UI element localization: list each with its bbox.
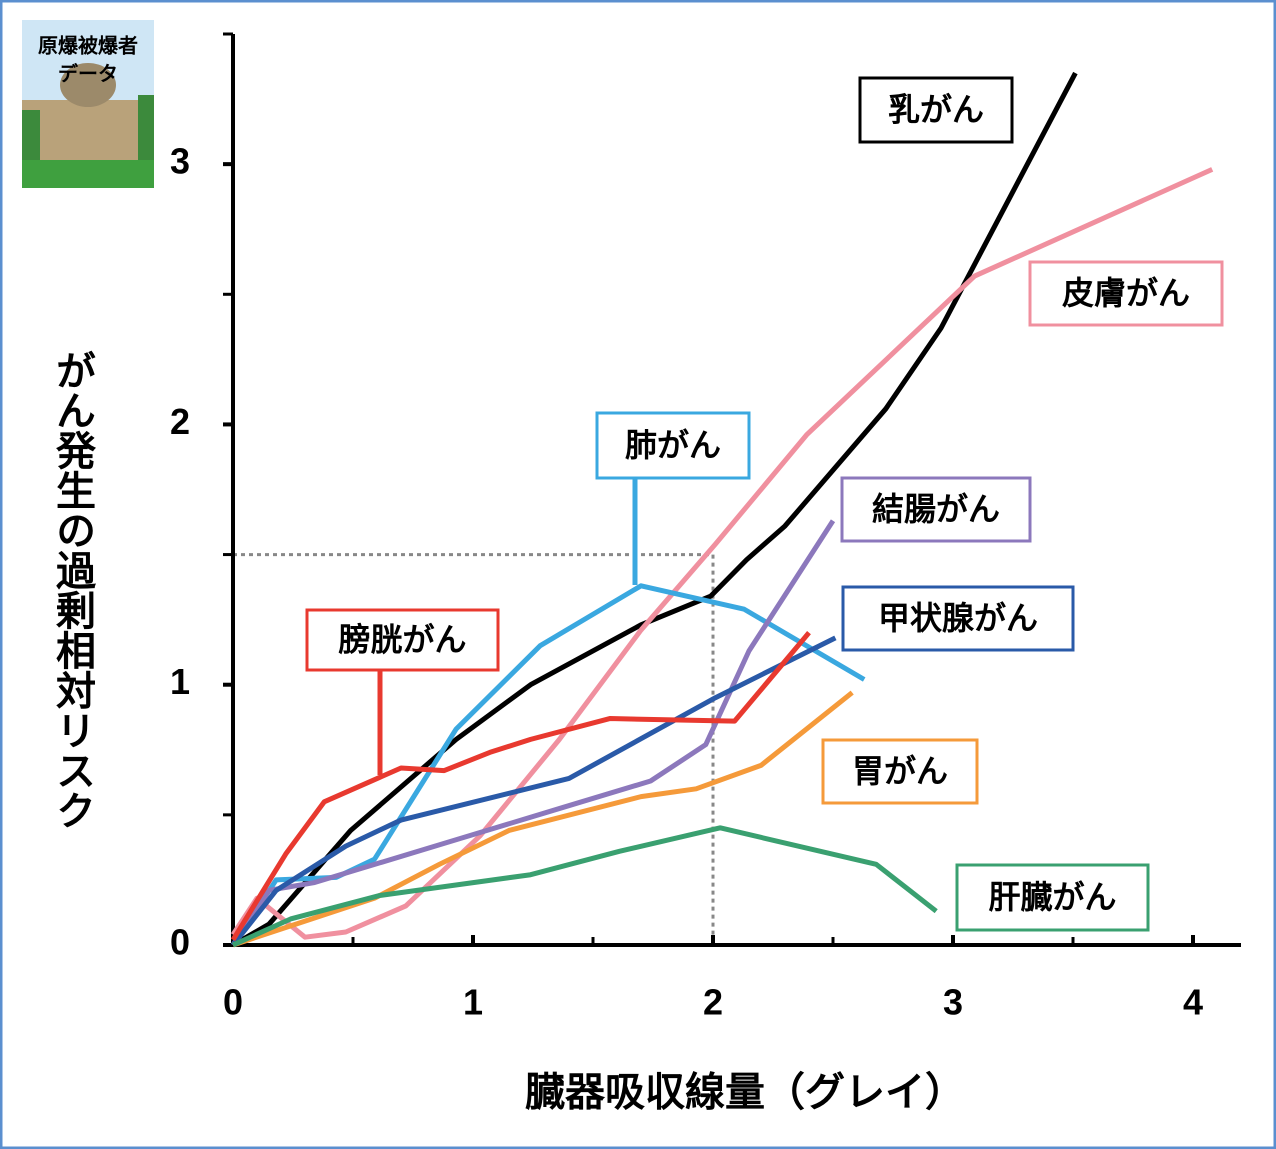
label-box [955,863,1150,932]
series-label: 肝臓がん [988,879,1116,915]
series-label: 膀胱がん [338,621,466,657]
y-tick-label: 1 [170,661,190,702]
x-tick-label: 1 [463,982,483,1023]
badge-grass [22,160,154,188]
x-tick-label: 2 [703,982,723,1023]
series-label: 甲状腺がん [878,600,1038,636]
y-tick-label: 2 [170,401,190,442]
series-line [231,635,837,947]
series-label: 結腸がん [872,491,1000,527]
badge-dome [60,63,116,107]
series-label: 乳がん [888,91,984,127]
series-line [231,71,1078,948]
label-box [841,585,1075,652]
y-tick-label: 3 [170,141,190,182]
badge: 原爆被爆者 データ [22,20,154,188]
series-line [231,825,938,948]
label-box [858,76,1014,144]
label-box [595,411,751,480]
series-line [230,167,1214,940]
badge-tree [138,95,154,170]
x-tick-label: 3 [943,982,963,1023]
label-box [840,476,1032,543]
series-line [230,631,811,942]
badge-text: 原爆被爆者 [38,33,138,57]
x-axis-label: 臓器吸収線量（グレイ） [525,1071,965,1115]
series-label: 肺がん [625,427,721,463]
series-label: 胃がん [852,753,948,789]
label-box [305,608,500,672]
badge-tree [22,110,40,170]
series-label: 皮膚がん [1062,275,1190,311]
label-box [821,738,979,805]
y-tick-label: 0 [170,922,190,963]
y-axis-label: がん発生の過剰相対リスク [50,350,96,830]
label-box [1028,260,1224,327]
badge-building [22,100,154,160]
badge-text: データ [58,61,118,85]
x-tick-label: 0 [223,982,243,1023]
x-tick-label: 4 [1183,982,1203,1023]
